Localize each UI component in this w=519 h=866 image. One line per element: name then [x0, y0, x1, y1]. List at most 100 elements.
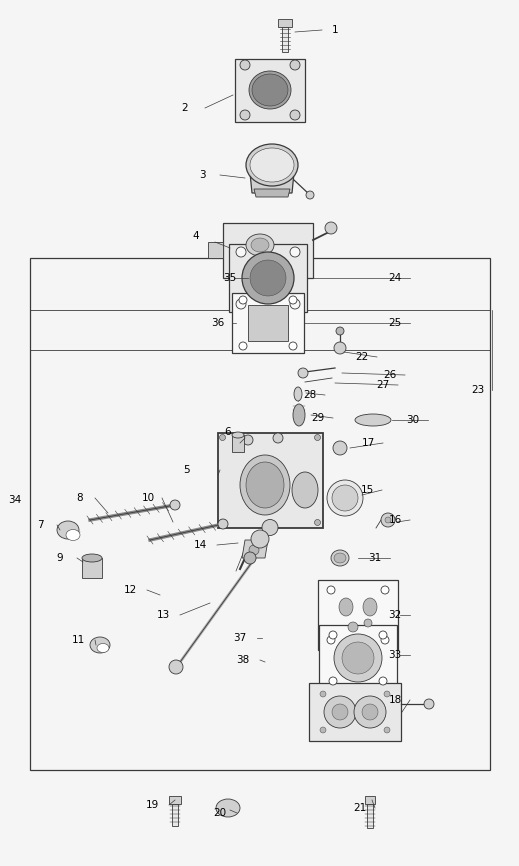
Polygon shape	[365, 796, 375, 804]
Ellipse shape	[216, 799, 240, 817]
Text: 35: 35	[223, 273, 237, 283]
Circle shape	[342, 642, 374, 674]
Ellipse shape	[292, 472, 318, 508]
Circle shape	[298, 368, 308, 378]
Ellipse shape	[90, 637, 110, 653]
Polygon shape	[217, 432, 322, 527]
Circle shape	[320, 691, 326, 697]
Polygon shape	[233, 277, 253, 288]
Polygon shape	[242, 540, 268, 558]
Polygon shape	[254, 189, 290, 197]
Text: 15: 15	[360, 485, 374, 495]
Polygon shape	[235, 59, 305, 121]
Circle shape	[220, 520, 225, 526]
Text: 10: 10	[142, 493, 155, 503]
Circle shape	[320, 727, 326, 733]
Text: 27: 27	[376, 380, 390, 390]
Circle shape	[354, 696, 386, 728]
Circle shape	[329, 631, 337, 639]
Circle shape	[236, 299, 246, 309]
Text: 28: 28	[304, 390, 317, 400]
Text: 29: 29	[311, 413, 324, 423]
Polygon shape	[250, 173, 294, 193]
Circle shape	[290, 110, 300, 120]
Text: 36: 36	[211, 318, 225, 328]
Circle shape	[348, 622, 358, 632]
Ellipse shape	[339, 598, 353, 616]
Circle shape	[381, 636, 389, 644]
Polygon shape	[169, 796, 181, 804]
Text: 9: 9	[57, 553, 63, 563]
Text: 37: 37	[234, 633, 247, 643]
Text: 2: 2	[182, 103, 188, 113]
Circle shape	[381, 586, 389, 594]
Text: 14: 14	[194, 540, 207, 550]
Circle shape	[290, 60, 300, 70]
Circle shape	[220, 435, 225, 441]
Text: 3: 3	[199, 170, 206, 180]
Text: 6: 6	[225, 427, 231, 437]
Circle shape	[362, 704, 378, 720]
Polygon shape	[223, 223, 313, 277]
Text: 17: 17	[361, 438, 375, 448]
Ellipse shape	[363, 598, 377, 616]
Ellipse shape	[246, 144, 298, 186]
Ellipse shape	[251, 238, 269, 252]
Ellipse shape	[293, 404, 305, 426]
Circle shape	[243, 435, 253, 445]
Circle shape	[332, 704, 348, 720]
Circle shape	[244, 552, 256, 564]
Text: 7: 7	[37, 520, 43, 530]
Ellipse shape	[252, 74, 288, 106]
Ellipse shape	[97, 643, 109, 652]
Text: 30: 30	[406, 415, 419, 425]
Circle shape	[384, 727, 390, 733]
Polygon shape	[318, 580, 398, 650]
Ellipse shape	[240, 455, 290, 515]
Circle shape	[329, 677, 337, 685]
Text: 31: 31	[368, 553, 381, 563]
Circle shape	[250, 260, 286, 296]
Polygon shape	[248, 305, 288, 341]
Circle shape	[327, 586, 335, 594]
Text: 16: 16	[388, 515, 402, 525]
Polygon shape	[229, 243, 307, 313]
Ellipse shape	[246, 462, 284, 508]
Ellipse shape	[250, 148, 294, 182]
Ellipse shape	[57, 521, 79, 539]
Text: 33: 33	[388, 650, 402, 660]
Text: 1: 1	[332, 25, 338, 35]
Polygon shape	[232, 293, 304, 353]
Circle shape	[169, 660, 183, 674]
Circle shape	[236, 247, 246, 257]
Circle shape	[240, 60, 250, 70]
Circle shape	[324, 696, 356, 728]
Polygon shape	[278, 277, 298, 288]
Ellipse shape	[327, 480, 363, 516]
Ellipse shape	[355, 414, 391, 426]
Polygon shape	[278, 19, 292, 27]
Circle shape	[242, 252, 294, 304]
Circle shape	[249, 545, 259, 555]
Text: 5: 5	[183, 465, 189, 475]
Text: 18: 18	[388, 695, 402, 705]
Circle shape	[289, 296, 297, 304]
Text: 4: 4	[193, 231, 199, 241]
Circle shape	[239, 342, 247, 350]
Polygon shape	[172, 804, 178, 826]
Circle shape	[290, 299, 300, 309]
Text: 25: 25	[388, 318, 402, 328]
Text: 8: 8	[77, 493, 84, 503]
Circle shape	[315, 435, 321, 441]
Text: 20: 20	[213, 808, 227, 818]
Text: 26: 26	[384, 370, 397, 380]
Text: 24: 24	[388, 273, 402, 283]
Circle shape	[334, 342, 346, 354]
Text: 38: 38	[236, 655, 250, 665]
Ellipse shape	[246, 234, 274, 256]
Circle shape	[379, 631, 387, 639]
Circle shape	[262, 520, 278, 535]
Ellipse shape	[294, 387, 302, 401]
Polygon shape	[319, 625, 397, 691]
Circle shape	[170, 500, 180, 510]
